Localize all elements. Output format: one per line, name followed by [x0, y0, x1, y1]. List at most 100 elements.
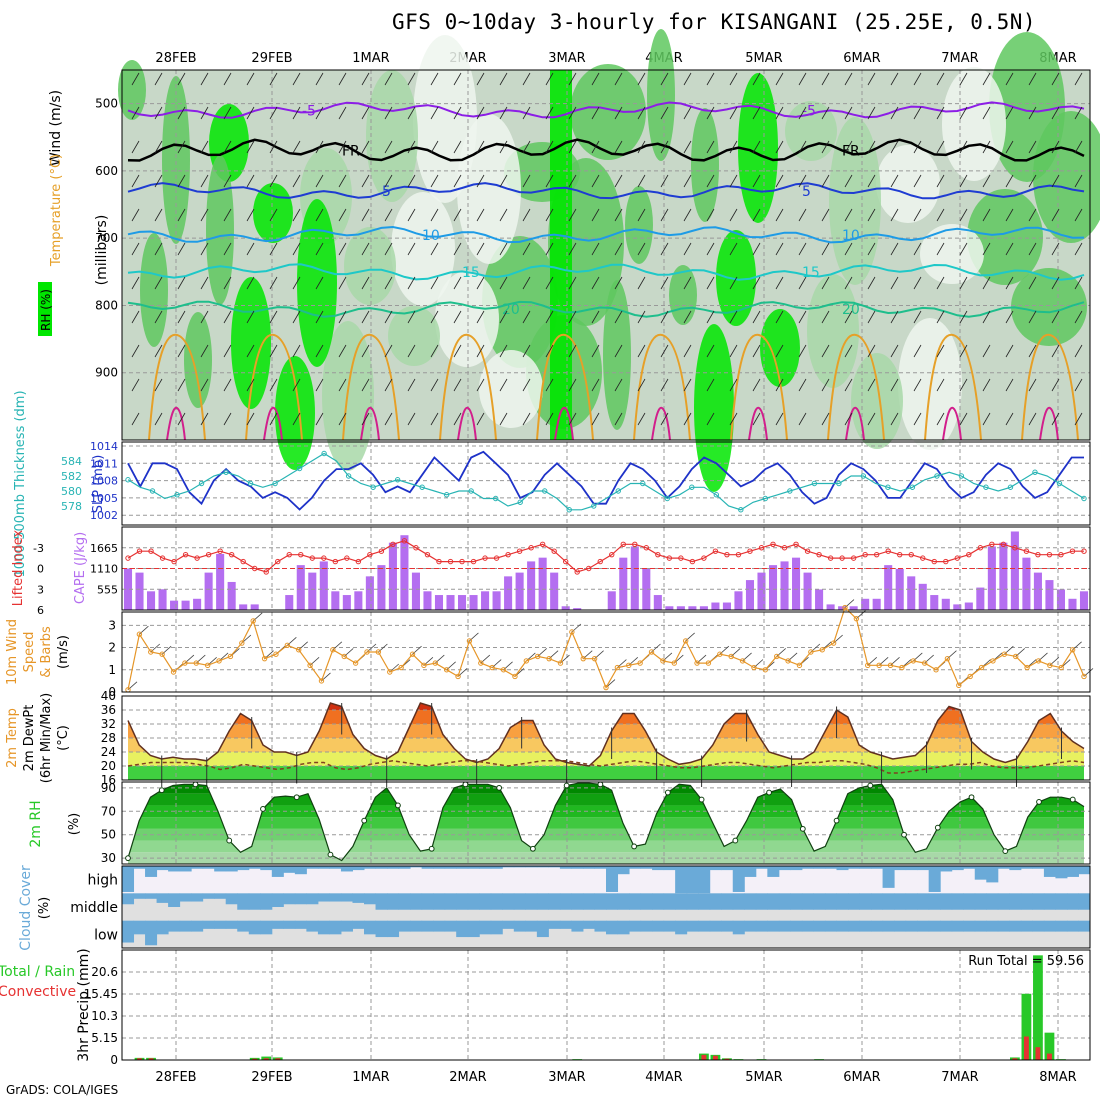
cloud-bar-low — [629, 920, 642, 932]
temp-tick: 20 — [101, 759, 116, 773]
cloud-bar-low — [340, 920, 353, 932]
cape-bar — [147, 591, 156, 610]
rh-tick: 90 — [101, 781, 116, 795]
wind-barb — [522, 72, 531, 86]
wind-barb — [223, 310, 232, 324]
lifted-index-point — [574, 569, 580, 575]
wind-barb — [982, 412, 991, 426]
temp-contour — [457, 406, 477, 441]
thickness-point — [689, 484, 695, 490]
wind-barb — [844, 208, 853, 222]
cloud-bar-low — [1032, 920, 1045, 932]
cape-bar — [803, 572, 812, 610]
cloud-bar-high — [594, 866, 607, 869]
wind-barb — [821, 140, 830, 154]
wind-barb — [1074, 174, 1083, 188]
cape-label: CAPE (J/kg) — [73, 532, 88, 604]
cloud-bar-low — [1066, 920, 1079, 932]
cloud-bar-low — [801, 920, 814, 932]
cloud-bar-high — [387, 866, 400, 869]
temperature-label: Temperature (°C) — [49, 154, 64, 267]
wind-barb — [591, 106, 600, 120]
wind-barb — [200, 208, 209, 222]
wind-barb — [246, 174, 255, 188]
wind-barb — [890, 412, 899, 426]
cloud-bar-middle — [398, 893, 411, 910]
temp-contour — [845, 406, 865, 441]
wind-barb — [338, 276, 347, 290]
wind-barb — [844, 140, 853, 154]
wind-speed-point — [1047, 662, 1053, 669]
wind-speed-point — [1081, 673, 1087, 680]
lifted-index-point — [309, 555, 315, 561]
rh-area — [275, 356, 315, 470]
wind-barb — [292, 276, 301, 290]
temp-tick: 36 — [101, 703, 116, 717]
thickness-point — [321, 450, 327, 457]
contour-label: 20 — [502, 302, 520, 318]
precip-convective-bar — [252, 1058, 258, 1060]
wind-barb — [867, 378, 876, 392]
wind-barb — [430, 106, 439, 120]
cloud-bar-low — [179, 920, 192, 932]
cloud-bar-low — [617, 920, 630, 935]
cape-bar — [941, 598, 950, 610]
cloud-bar-high — [329, 866, 342, 869]
cape-bar — [722, 602, 731, 610]
lifted-index-point — [148, 548, 154, 554]
wind-barb — [499, 72, 508, 86]
contour-label: 10 — [422, 228, 440, 244]
precip-convective-bar — [263, 1058, 269, 1060]
cloud-bar-middle — [294, 893, 307, 905]
temp-frame — [121, 695, 1091, 781]
wind-barb — [614, 310, 623, 324]
date-label-top: 28FEB — [155, 51, 196, 66]
wind-barb — [1074, 140, 1083, 154]
temp-band — [128, 766, 1084, 780]
wind-barb — [959, 174, 968, 188]
cloud-bar-low — [225, 920, 238, 929]
wind-barb — [1005, 310, 1014, 324]
cloud-bar-high — [317, 866, 330, 869]
slp-tick: 1014 — [90, 440, 118, 453]
thickness-point — [345, 473, 352, 479]
wind-barb — [798, 106, 807, 120]
lifted-index-point — [793, 541, 799, 547]
cloud-bar-high — [824, 866, 837, 869]
temp-contour — [748, 406, 768, 441]
wind-barb — [131, 106, 140, 120]
wind-barb — [177, 310, 186, 324]
wind-barb — [545, 344, 554, 358]
wind-barb — [1005, 106, 1014, 120]
wind-barb — [430, 310, 439, 324]
thickness-point — [811, 480, 818, 487]
wind-barb — [637, 344, 646, 358]
wind-barb — [522, 310, 531, 324]
wind-barb — [798, 276, 807, 290]
thickness-point — [640, 480, 646, 487]
date-label-bottom: 29FEB — [251, 1070, 292, 1085]
thickness-point — [1081, 495, 1087, 502]
cloud-bar-high — [260, 866, 273, 871]
wind-barb — [936, 174, 945, 188]
wind-barb — [683, 344, 692, 358]
wind-barb — [269, 378, 278, 392]
wind-barb — [591, 310, 600, 324]
temp-contour — [651, 406, 671, 441]
cloud-bar-high — [871, 866, 884, 869]
temp-contour — [342, 333, 400, 441]
wind-barb — [591, 344, 600, 358]
lifted-index-point — [251, 565, 258, 572]
wind-barb — [798, 174, 807, 188]
wind-speed-point — [284, 642, 291, 649]
lifted-index-point — [539, 541, 546, 547]
cape-bar — [1033, 572, 1042, 610]
cloud-bar-low — [387, 920, 400, 938]
wind-barb — [177, 140, 186, 154]
rh-band — [128, 817, 1084, 829]
cloud-level-label: low — [94, 927, 118, 943]
cape-bar — [365, 576, 374, 610]
lifted-index-point — [931, 558, 937, 565]
wind-barb — [430, 174, 439, 188]
